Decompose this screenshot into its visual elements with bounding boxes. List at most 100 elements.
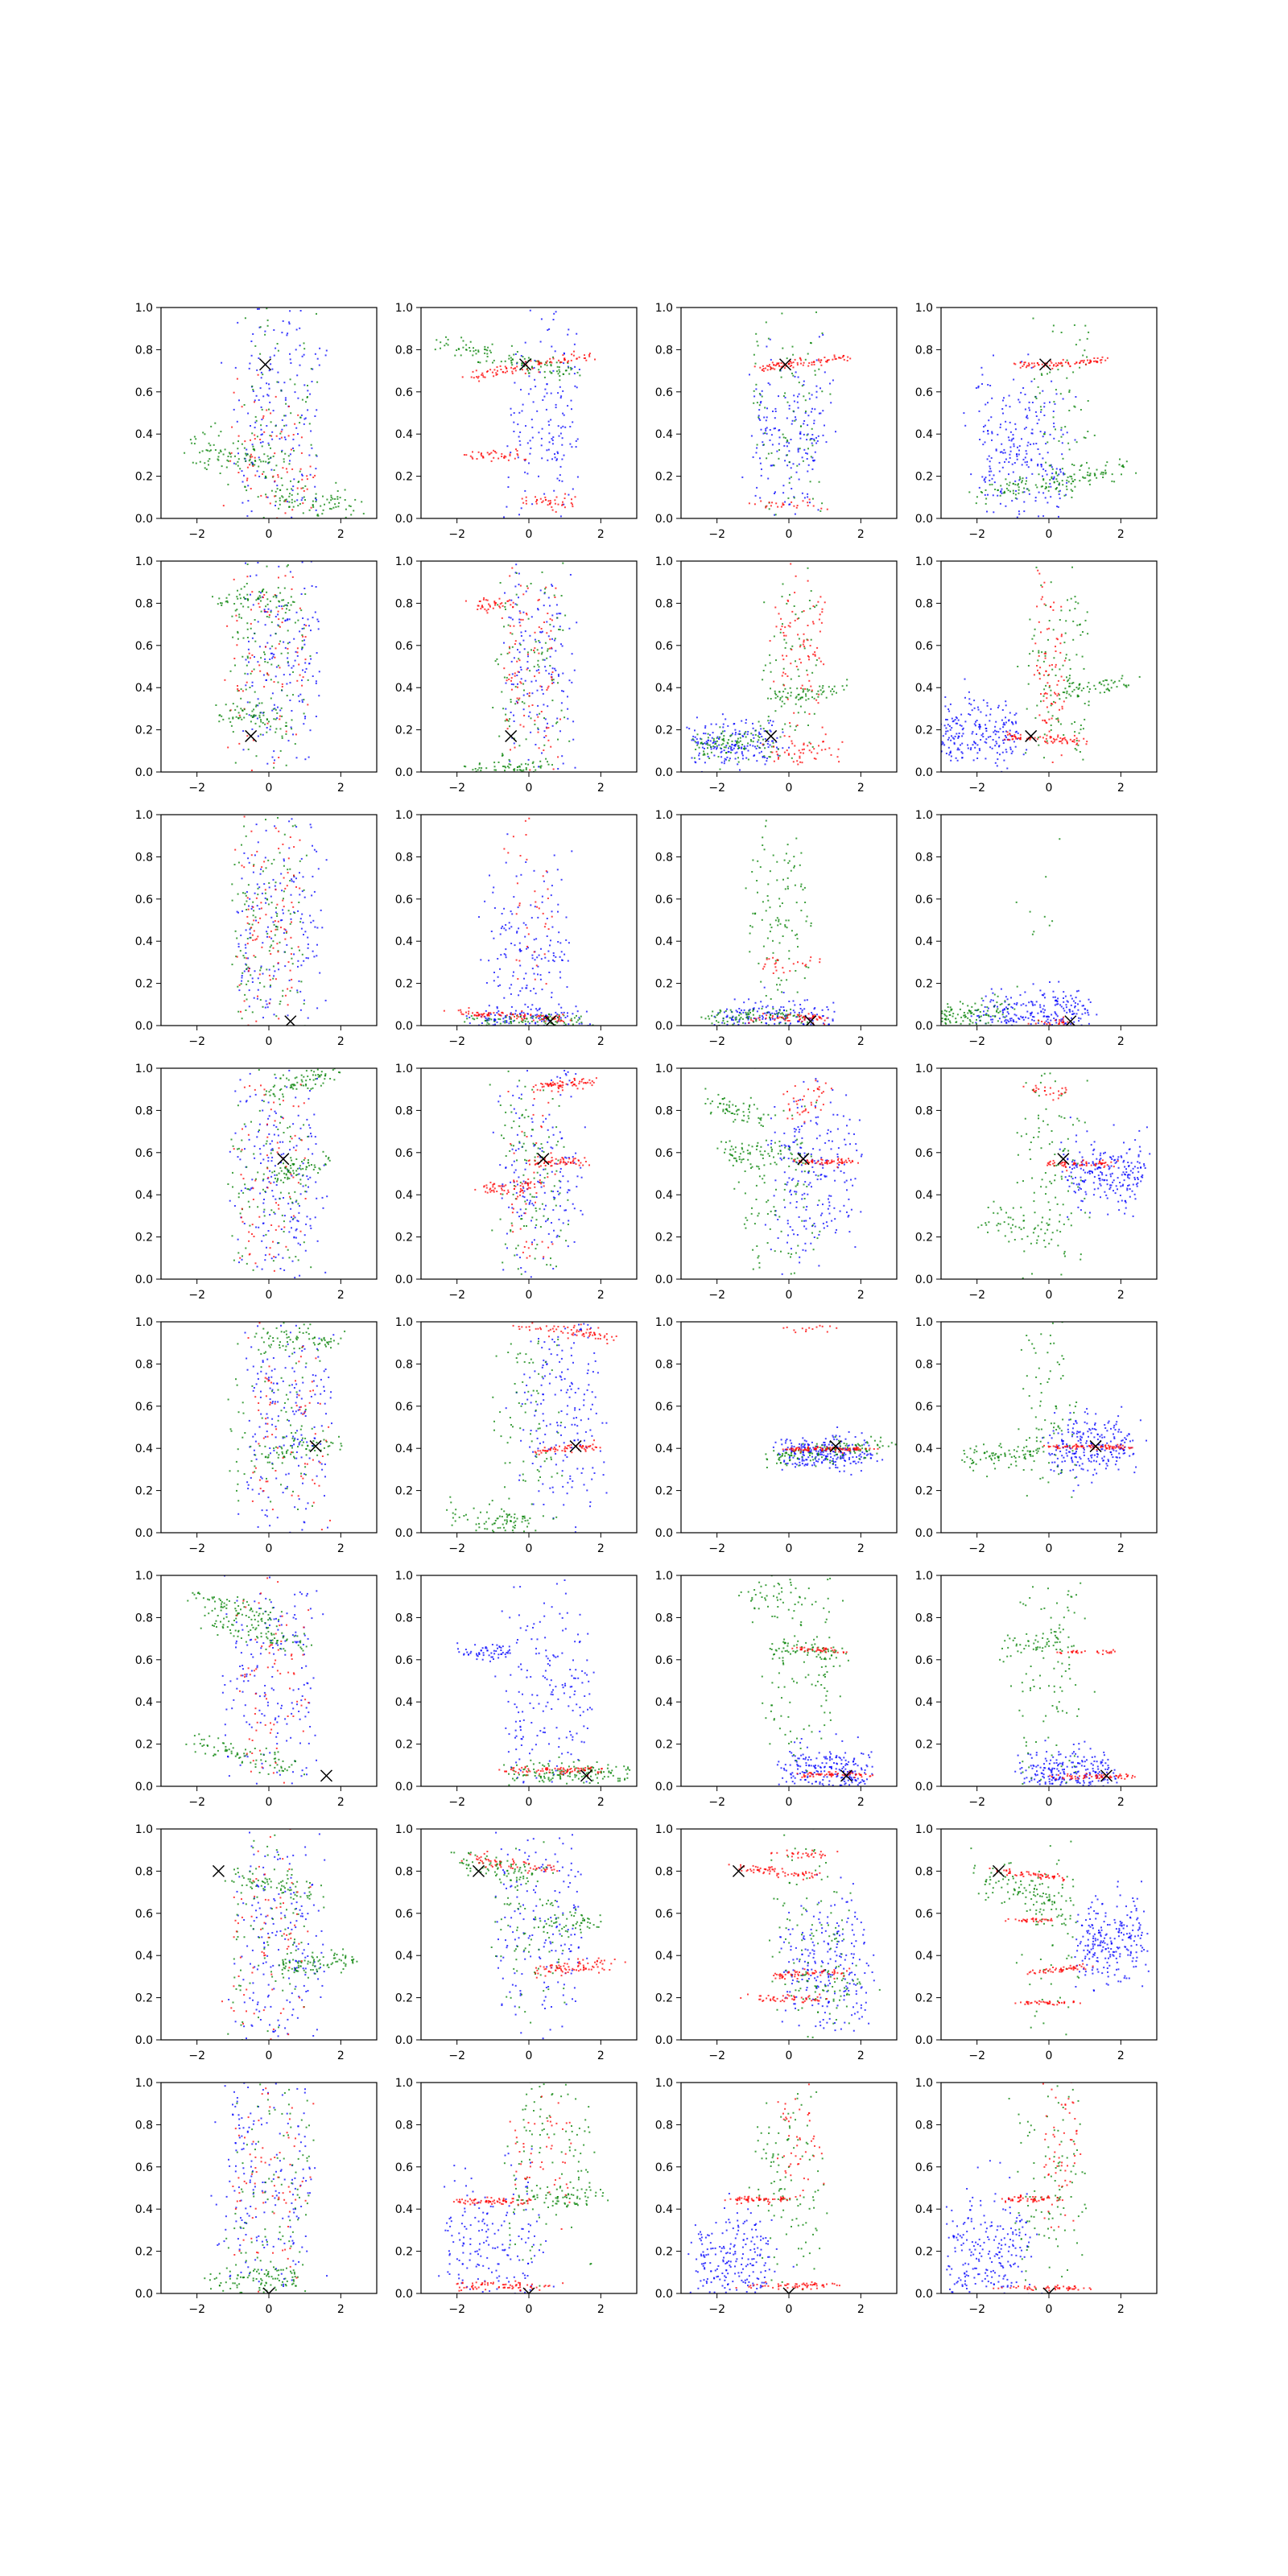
scatter-point [1016,737,1018,740]
scatter-point [506,766,509,768]
scatter-point [1040,700,1042,703]
scatter-point [807,674,809,676]
scatter-point [1078,740,1080,742]
scatter-point [301,701,303,703]
scatter-point [286,795,287,797]
scatter-point [792,761,795,763]
scatter-point [250,627,252,630]
scatter-point [796,401,799,403]
scatter-point [291,728,293,730]
scatter-point [304,716,307,717]
scatter-point [789,625,791,628]
scatter-point [252,464,254,466]
scatter-point [992,739,994,741]
scatter-point [242,730,245,733]
scatter-point [321,513,324,515]
scatter-point [548,672,550,675]
scatter-point [552,535,554,537]
scatter-point [512,601,514,604]
scatter-point [496,658,498,660]
scatter-point [284,398,287,401]
scatter-point [524,542,526,543]
scatter-point [241,443,243,445]
scatter-point [1082,728,1084,730]
scatter-point [797,712,799,714]
scatter-point [510,984,513,986]
scatter-point [1088,691,1090,693]
scatter-point [993,731,995,733]
scatter-point [769,654,771,656]
scatter-point [571,408,572,411]
scatter-point [276,343,279,345]
scatter-point [791,423,793,425]
scatter-point [315,454,317,456]
scatter-point [1128,684,1129,687]
scatter-point [256,436,258,438]
scatter-point [567,708,569,710]
scatter-point [1018,483,1019,485]
scatter-point [1023,427,1026,430]
scatter-point [1044,564,1046,566]
scatter-point [285,778,287,780]
scatter-point [809,481,811,483]
scatter-point [473,350,475,353]
scatter-point [1051,741,1054,744]
series-red-cluster [1003,731,1088,745]
scatter-point [558,435,560,437]
scatter-point [534,959,536,961]
series-green-cluster [239,308,319,518]
scatter-point [353,526,355,527]
scatter-point [248,652,250,654]
scatter-point [576,438,579,440]
scatter-point [539,589,542,592]
scatter-point [520,532,522,534]
scatter-point [778,429,781,431]
scatter-point [268,886,270,889]
scatter-point [1014,428,1017,431]
scatter-point [794,592,796,594]
scatter-point [1065,696,1067,699]
scatter-point [480,770,482,772]
scatter-point [284,544,286,546]
scatter-point [1008,738,1010,741]
scatter-point [712,737,715,740]
scatter-point [974,724,976,727]
scatter-point [262,597,264,599]
scatter-point [285,730,287,733]
scatter-point [1055,468,1058,470]
scatter-point [259,917,262,919]
scatter-point [984,481,986,483]
y-tick-label: 0.2 [915,471,933,484]
scatter-point [312,477,315,478]
scatter-point [302,876,304,878]
scatter-point [744,747,745,749]
scatter-point [217,456,220,458]
scatter-point [800,782,802,784]
scatter-point [1070,476,1072,477]
scatter-point [274,825,276,828]
scatter-point [287,961,290,964]
scatter-point [189,439,192,441]
scatter-point [241,406,243,408]
scatter-point [1106,461,1108,464]
scatter-point [307,947,309,949]
scatter-point [1100,471,1103,473]
scatter-point [1002,452,1005,454]
scatter-point [241,877,243,880]
scatter-point [477,605,479,607]
scatter-point [530,731,532,733]
scatter-point [275,718,277,720]
scatter-point [245,835,247,837]
scatter-point [272,940,275,943]
scatter-point [523,689,525,691]
scatter-point [304,931,307,933]
scatter-point [521,700,523,703]
scatter-point [513,625,515,627]
scatter-point [530,989,532,992]
scatter-point [795,660,796,663]
scatter-point [268,461,270,464]
scatter-point [504,602,506,605]
scatter-point [485,599,487,601]
y-tick-label: 1.0 [135,302,153,315]
scatter-point [1058,440,1060,442]
